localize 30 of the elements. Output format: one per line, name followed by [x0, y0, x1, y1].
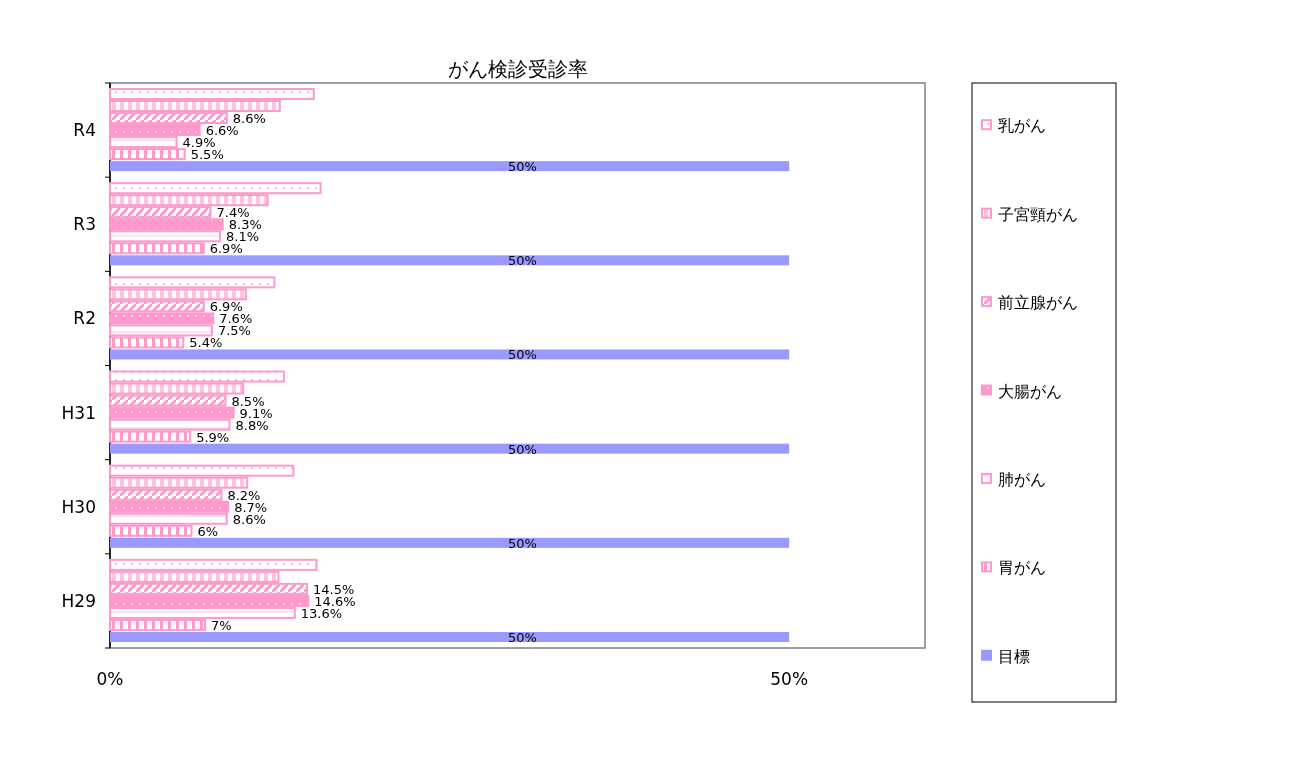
legend-label: 大腸がん [998, 381, 1062, 401]
chart-title: がん検診受診率 [447, 57, 588, 81]
legend-label: 子宮頸がん [998, 204, 1078, 224]
y-tick-label: H30 [61, 496, 96, 517]
y-tick-label: H29 [61, 590, 96, 611]
x-tick-label: 0% [96, 669, 124, 689]
bar [110, 443, 790, 454]
y-tick-label: R4 [73, 120, 96, 141]
legend-label: 乳がん [998, 116, 1046, 136]
data-label: 50% [508, 441, 537, 457]
y-tick-label: R3 [73, 214, 96, 235]
bar [110, 537, 790, 548]
data-label: 6% [197, 523, 219, 539]
data-label: 50% [508, 629, 537, 645]
data-label: 50% [508, 253, 537, 269]
data-label: 50% [508, 535, 537, 551]
data-label: 5.9% [196, 429, 230, 445]
data-label: 50% [508, 159, 537, 175]
legend-label: 前立腺がん [998, 293, 1078, 313]
legend-label: 肺がん [998, 469, 1046, 489]
y-tick-label: H31 [61, 402, 96, 423]
legend-label: 胃がん [998, 558, 1046, 578]
bar [110, 255, 790, 266]
data-label: 50% [508, 347, 537, 363]
bar [110, 631, 790, 642]
legend-label: 目標 [998, 646, 1030, 666]
bar [110, 161, 790, 172]
bar [110, 349, 790, 360]
y-tick-label: R2 [73, 308, 96, 329]
data-label: 7% [211, 617, 232, 633]
